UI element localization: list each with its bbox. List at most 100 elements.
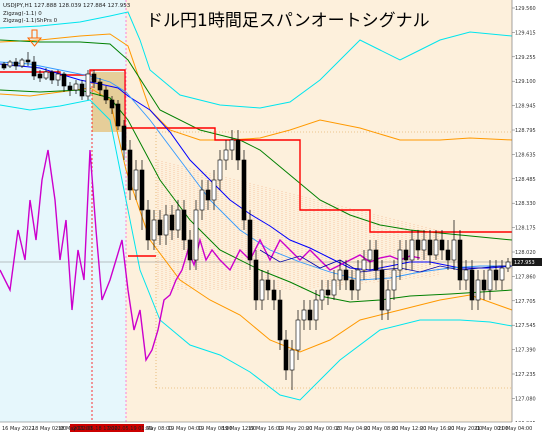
candle-body <box>73 83 79 91</box>
candle-body <box>19 59 25 67</box>
candle-body <box>325 289 331 296</box>
price-tick-label: 128.175 <box>515 226 536 232</box>
time-tick-label: 20 May 04:00 <box>336 426 370 432</box>
candle-body <box>85 73 91 97</box>
candle-body <box>31 61 37 77</box>
time-tick-label: 21 May 00:00 <box>474 426 508 432</box>
candle-body <box>379 269 385 311</box>
time-tick-label: 20 May 20:00 <box>448 426 482 432</box>
candle-body <box>289 349 295 371</box>
candle-body <box>301 309 307 321</box>
candle-body <box>265 279 271 291</box>
candle-body <box>463 269 469 281</box>
candle-body <box>1 63 7 69</box>
candle-body <box>319 289 325 301</box>
candle-body <box>415 239 421 251</box>
candle-body <box>493 269 499 281</box>
candle-body <box>157 219 163 236</box>
candle-body <box>487 269 493 291</box>
time-tick-label: 18 May 02:00 <box>32 426 66 432</box>
price-tick-label: 127.235 <box>515 372 536 378</box>
current-price-badge <box>512 258 542 266</box>
candle-body <box>79 83 85 97</box>
candle-body <box>175 209 181 231</box>
bollinger-upper-outer <box>0 11 513 109</box>
current-price-label: 127.953 <box>514 260 535 266</box>
time-tick-label: 20 May 12:00 <box>392 426 426 432</box>
down-arrow-icon <box>26 29 43 47</box>
lagging-span-line <box>0 149 421 363</box>
price-tick-label: 129.415 <box>515 30 536 36</box>
candle-body <box>91 73 97 83</box>
time-tick-label: 16 May 2022 <box>2 426 35 432</box>
candle-body <box>43 71 49 79</box>
ichimoku-conversion-line <box>0 63 513 271</box>
candle-body <box>337 269 343 281</box>
time-tick-label: 21 May 04:00 <box>498 426 532 432</box>
candle-body <box>247 219 253 261</box>
price-tick-label: 129.255 <box>515 55 536 61</box>
candle-body <box>253 259 259 301</box>
ma-green-upper <box>0 39 513 241</box>
candle-body <box>193 209 199 261</box>
candle-body <box>469 269 475 301</box>
price-tick-label: 128.635 <box>515 152 536 158</box>
candle-body <box>205 189 211 201</box>
time-tick-label: 19 May 20:00 <box>278 426 312 432</box>
time-tick-label: 20 May 16:00 <box>420 426 454 432</box>
candle-body <box>97 81 103 91</box>
candle-body <box>433 239 439 256</box>
candle-body <box>505 261 511 269</box>
candle-body <box>61 73 67 87</box>
candle-body <box>133 169 139 191</box>
candle-body <box>13 61 19 67</box>
candle-body <box>313 299 319 321</box>
candle-body <box>25 59 31 63</box>
indicator-info-2: Zigzag(-1.1)ShPrs 0 <box>3 18 58 24</box>
price-tick-label: 129.560 <box>515 6 536 12</box>
candle-body <box>103 89 109 101</box>
candle-body <box>451 239 457 261</box>
candle-body <box>283 339 289 371</box>
candle-body <box>349 279 355 291</box>
current-time-badge <box>70 424 144 432</box>
time-tick-label: 19 May 04:00 <box>168 426 202 432</box>
cloud-hatch <box>157 160 439 290</box>
candle-body <box>343 269 349 281</box>
candle-body <box>271 289 277 301</box>
time-tick-label: 18 May 11:00 <box>58 426 92 432</box>
price-tick-label: 128.945 <box>515 104 536 110</box>
candle-body <box>241 159 247 221</box>
time-tick-label: 2022.05.19 01:00 <box>108 426 153 432</box>
candle-body <box>367 249 373 261</box>
time-tick-label: 19 May 08:00 <box>198 426 232 432</box>
price-tick-label: 127.390 <box>515 348 536 354</box>
chart-title: ドル円1時間足スパンオートシグナル <box>146 11 430 31</box>
candle-body <box>439 239 445 251</box>
candle-body <box>427 239 433 256</box>
bollinger-lower-outer <box>0 99 513 401</box>
cloud-region <box>126 0 512 422</box>
candle-body <box>187 239 193 261</box>
price-tick-label: 127.860 <box>515 274 536 280</box>
candle-body <box>403 249 409 261</box>
price-axis[interactable] <box>512 0 552 422</box>
ma-green-lower <box>0 89 513 303</box>
candle-body <box>361 259 367 271</box>
time-tick-label: 2022.05.18 17:00 <box>73 426 118 432</box>
candle-body <box>355 269 361 291</box>
candle-body <box>229 139 235 151</box>
candle-body <box>7 61 13 67</box>
time-tick-label: 20 May 00:00 <box>306 426 340 432</box>
price-tick-label: 128.795 <box>515 128 536 134</box>
candle-body <box>457 239 463 281</box>
candle-body <box>385 289 391 311</box>
candle-body <box>127 149 133 191</box>
candlesticks <box>1 52 511 390</box>
candle-body <box>481 279 487 291</box>
candle-body <box>475 279 481 301</box>
indicator-info-1: Zigzag(-1.1) 0 <box>3 11 42 17</box>
time-tick-label: 20 May 08:00 <box>364 426 398 432</box>
candle-body <box>145 209 151 241</box>
